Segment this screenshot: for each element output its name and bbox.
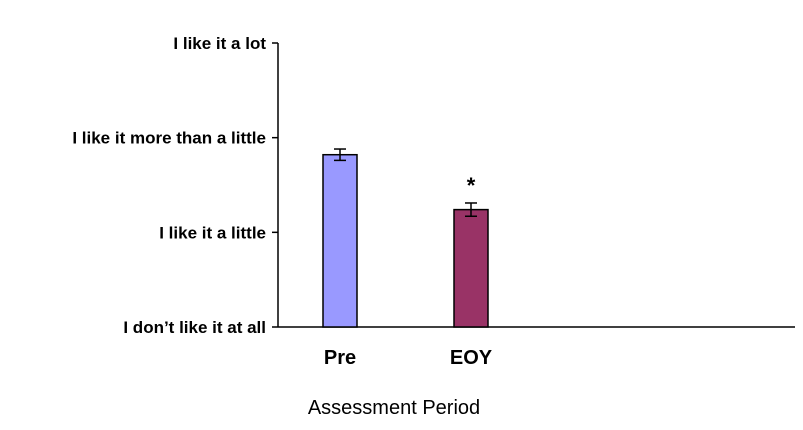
bar-pre	[322, 153, 358, 328]
category-labels: Pre EOY	[324, 347, 493, 369]
y-tick-label: I like it a little	[159, 223, 266, 242]
annotations: *	[467, 173, 476, 198]
bars	[322, 153, 489, 328]
category-label-pre: Pre	[324, 347, 356, 369]
error-bars	[334, 148, 477, 217]
bar-eoy	[453, 208, 489, 328]
error-bar-eoy	[465, 202, 477, 217]
category-label-eoy: EOY	[450, 347, 493, 369]
y-tick-label: I don’t like it at all	[123, 318, 266, 337]
y-tick-label: I like it a lot	[173, 34, 266, 53]
significance-marker: *	[467, 173, 476, 198]
y-axis: I don’t like it at all I like it a little…	[72, 34, 279, 337]
y-tick-label: I like it more than a little	[72, 129, 266, 148]
x-axis-title: Assessment Period	[308, 397, 480, 419]
error-bar-pre	[334, 148, 346, 162]
